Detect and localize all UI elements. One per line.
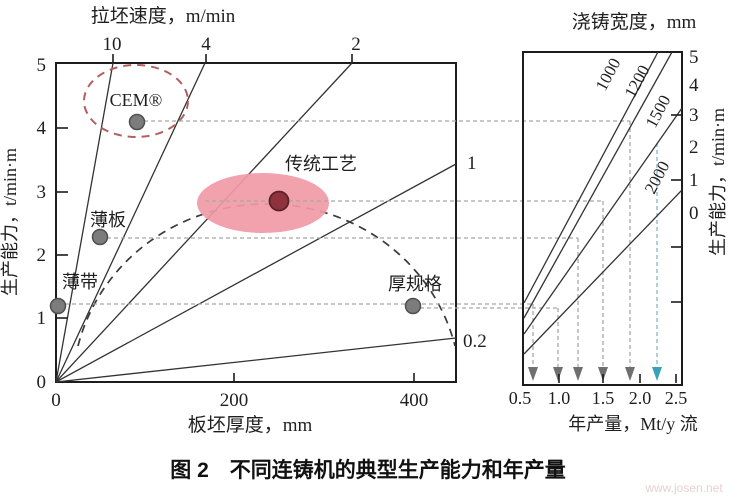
figure-caption: 图 2 不同连铸机的典型生产能力和年产量	[170, 458, 566, 482]
width-line-1000	[523, 52, 659, 304]
width-label-2000: 2000	[641, 158, 674, 197]
right-x-label-1-5: 1.5	[592, 388, 615, 408]
top-tick-label-10: 10	[103, 34, 122, 55]
arrowhead-5	[625, 367, 635, 381]
cem-point	[128, 113, 146, 131]
thin-slab-label: 薄板	[90, 210, 126, 230]
thick-gauge-point	[404, 297, 422, 315]
arrowhead-2	[553, 367, 563, 381]
right-plot-border	[522, 51, 683, 386]
arrowhead-1	[528, 367, 538, 381]
right-x-axis-title: 年产量，Mt/y 流	[568, 414, 698, 434]
right-top-axis-title: 浇铸宽度，mm	[572, 11, 697, 33]
left-x-axis-title: 板坯厚度，mm	[188, 414, 313, 436]
speed-label-0-2: 0.2	[463, 331, 487, 352]
right-y-label-5: 5	[689, 47, 699, 68]
left-x-label-200: 200	[220, 390, 249, 411]
right-x-label-2-0: 2.0	[629, 388, 652, 408]
casting-width-lines	[523, 52, 682, 355]
cem-label: CEM®	[110, 90, 163, 110]
top-tick-label-4: 4	[201, 34, 211, 55]
thin-slab-point	[91, 228, 109, 246]
conventional-pink-ellipse	[197, 173, 329, 233]
data-points	[49, 113, 422, 315]
thin-strip-label: 薄带	[62, 272, 98, 292]
cem-dashed-ring	[83, 64, 189, 138]
speed-label-1: 1	[467, 153, 477, 174]
left-top-axis-title: 拉坯速度，m/min	[91, 5, 236, 27]
right-x-label-2-5: 2.5	[665, 388, 688, 408]
left-y-label-5: 5	[37, 55, 47, 76]
left-y-label-0: 0	[37, 372, 47, 393]
watermark: www.josen.net	[644, 481, 723, 495]
left-x-label-400: 400	[400, 390, 429, 411]
speed-line-4	[55, 62, 206, 383]
right-y-label-1: 1	[689, 170, 699, 191]
speed-line-1	[55, 163, 457, 383]
left-plot-border	[55, 62, 457, 383]
width-line-2000	[523, 189, 682, 355]
right-y-label-4: 4	[689, 75, 699, 96]
connector-lines	[58, 120, 662, 381]
right-x-label-0-5: 0.5	[509, 388, 532, 408]
arrowhead-3	[573, 367, 583, 381]
width-label-1000: 1000	[592, 55, 625, 94]
left-y-label-3: 3	[37, 182, 47, 203]
conventional-point	[268, 190, 290, 212]
thick-gauge-label: 厚规格	[388, 274, 442, 294]
right-panel: 浇铸宽度，mm 1000 1200 1500 2000 5 4 3 2 1 0 …	[509, 11, 728, 434]
left-panel	[55, 54, 457, 383]
left-x-label-0: 0	[51, 390, 61, 411]
arrowhead-6-teal	[652, 367, 662, 381]
width-line-1200	[523, 52, 673, 319]
right-y-label-2: 2	[689, 137, 699, 158]
width-line-1500	[523, 107, 682, 335]
right-y-label-0: 0	[689, 203, 699, 224]
left-y-label-4: 4	[37, 118, 47, 139]
left-panel-labels: 拉坯速度，m/min 10 4 2 生产能力，t/min·m 5 4 3 2 1…	[0, 5, 487, 436]
speed-line-10	[55, 62, 114, 383]
right-y-axis-title: 生产能力，t/min·m	[708, 108, 728, 256]
right-y-label-3: 3	[689, 105, 699, 126]
top-tick-label-2: 2	[351, 34, 361, 55]
speed-line-2	[55, 62, 353, 383]
conventional-label: 传统工艺	[285, 154, 357, 174]
thin-strip-point	[49, 297, 67, 315]
left-y-label-2: 2	[37, 245, 47, 266]
speed-line-0-2	[55, 337, 457, 383]
left-y-axis-title: 生产能力，t/min·m	[0, 148, 20, 296]
left-y-label-1: 1	[37, 308, 47, 329]
right-x-label-1-0: 1.0	[548, 388, 571, 408]
